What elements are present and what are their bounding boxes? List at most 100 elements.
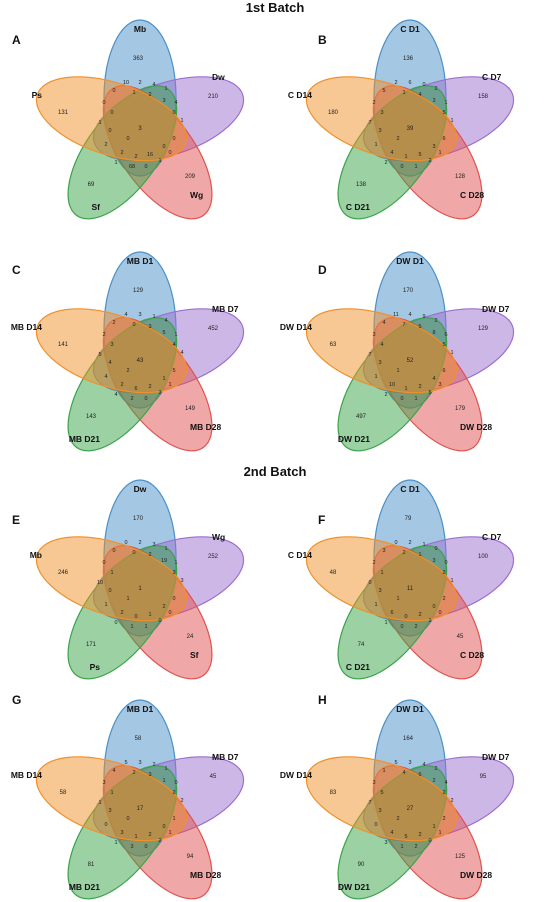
intersection-count: 3	[148, 772, 151, 778]
intersection-count: 1	[98, 120, 101, 126]
intersection-count: 2	[126, 368, 129, 374]
unique-count-bottom-left: 90	[358, 862, 365, 868]
set-label-right: C D7	[482, 72, 502, 82]
intersection-count: 8	[432, 330, 435, 336]
intersection-count: 2	[152, 762, 155, 768]
set-label-left: C D14	[288, 90, 312, 100]
set-ellipse-left	[35, 536, 188, 622]
intersection-count: 1	[384, 620, 387, 626]
intersection-count: 2	[172, 790, 175, 796]
intersection-count: 2	[442, 570, 445, 576]
intersection-count: 1	[110, 570, 113, 576]
intersection-count: 1	[110, 790, 113, 796]
set-label-left: DW D14	[280, 322, 312, 332]
set-label-right: DW D7	[482, 752, 510, 762]
intersection-count: 9	[422, 314, 425, 320]
unique-count-left: 246	[58, 570, 69, 576]
intersection-count: 0	[172, 136, 175, 142]
unique-count-top: 129	[133, 288, 144, 294]
intersection-count: 19	[161, 558, 167, 564]
intersection-count: 2	[408, 540, 411, 546]
center-count: 52	[407, 358, 414, 364]
intersection-count: 0	[444, 560, 447, 566]
intersection-count: 3	[372, 780, 375, 786]
intersection-count: 1	[374, 602, 377, 608]
intersection-count: 2	[418, 832, 421, 838]
intersection-count: 6	[442, 368, 445, 374]
intersection-count: 1	[428, 618, 431, 624]
intersection-count: 3	[438, 382, 441, 388]
intersection-count: 0	[132, 322, 135, 328]
set-label-right: DW D7	[482, 304, 510, 314]
intersection-count: 0	[368, 580, 371, 586]
intersection-count: 0	[112, 88, 115, 94]
intersection-count: 0	[114, 620, 117, 626]
intersection-count: 0	[104, 822, 107, 828]
unique-count-left: 83	[330, 790, 337, 796]
unique-count-left: 141	[58, 342, 69, 348]
intersection-count: 1	[450, 350, 453, 356]
intersection-count: 2	[138, 540, 141, 546]
intersection-count: 1	[418, 552, 421, 558]
intersection-count: 0	[110, 110, 113, 116]
intersection-count: 6	[408, 80, 411, 86]
unique-count-right: 210	[208, 94, 219, 100]
intersection-count: 0	[144, 396, 147, 402]
unique-count-bottom-left: 143	[86, 414, 97, 420]
intersection-count: 0	[428, 838, 431, 844]
panel-letter: H	[318, 693, 327, 707]
unique-count-top: 136	[403, 56, 414, 62]
intersection-count: 2	[148, 832, 151, 838]
intersection-count: 4	[432, 376, 435, 382]
set-label-top: C D1	[400, 484, 420, 494]
intersection-count: 4	[422, 762, 425, 768]
intersection-count: 4	[390, 150, 393, 156]
intersection-count: 0	[434, 546, 437, 552]
center-count: 43	[137, 358, 144, 364]
intersection-count: 0	[432, 604, 435, 610]
intersection-count: 2	[418, 384, 421, 390]
intersection-count: 10	[389, 382, 395, 388]
intersection-count: 1	[162, 778, 165, 784]
panel-letter: E	[12, 513, 20, 527]
set-label-right: Dw	[212, 72, 225, 82]
intersection-count: 3	[172, 570, 175, 576]
unique-count-right: 100	[478, 554, 489, 560]
intersection-count: 1	[174, 560, 177, 566]
intersection-count: 7	[402, 322, 405, 328]
set-label-left: MB D14	[11, 770, 42, 780]
intersection-count: 2	[434, 86, 437, 92]
intersection-count: 0	[394, 540, 397, 546]
intersection-count: 2	[138, 80, 141, 86]
intersection-count: 2	[120, 150, 123, 156]
set-label-right: MB D7	[212, 304, 239, 314]
intersection-count: 0	[102, 560, 105, 566]
intersection-count: 3	[378, 808, 381, 814]
intersection-count: 1	[134, 834, 137, 840]
intersection-count: 0	[132, 550, 135, 556]
set-label-right: Wg	[212, 532, 225, 542]
intersection-count: 4	[180, 350, 183, 356]
set-label-bottom-left: Sf	[92, 202, 101, 212]
intersection-count: 11	[393, 312, 399, 318]
intersection-count: 0	[400, 164, 403, 170]
set-ellipse-left	[305, 536, 458, 622]
unique-count-bottom-left: 74	[358, 642, 365, 648]
intersection-count: 2	[180, 798, 183, 804]
intersection-count: 1	[374, 142, 377, 148]
intersection-count: 5	[442, 342, 445, 348]
intersection-count: 2	[450, 798, 453, 804]
intersection-count: 1	[414, 396, 417, 402]
intersection-count: 1	[422, 542, 425, 548]
unique-count-bottom-right: 125	[455, 854, 466, 860]
intersection-count: 3	[380, 110, 383, 116]
set-label-bottom-left: MB D21	[69, 434, 100, 444]
intersection-count: 2	[130, 396, 133, 402]
set-label-top: C D1	[400, 24, 420, 34]
intersection-count: 5	[418, 324, 421, 330]
unique-count-top: 363	[133, 56, 144, 62]
set-label-left: Ps	[32, 90, 43, 100]
intersection-count: 2	[442, 790, 445, 796]
